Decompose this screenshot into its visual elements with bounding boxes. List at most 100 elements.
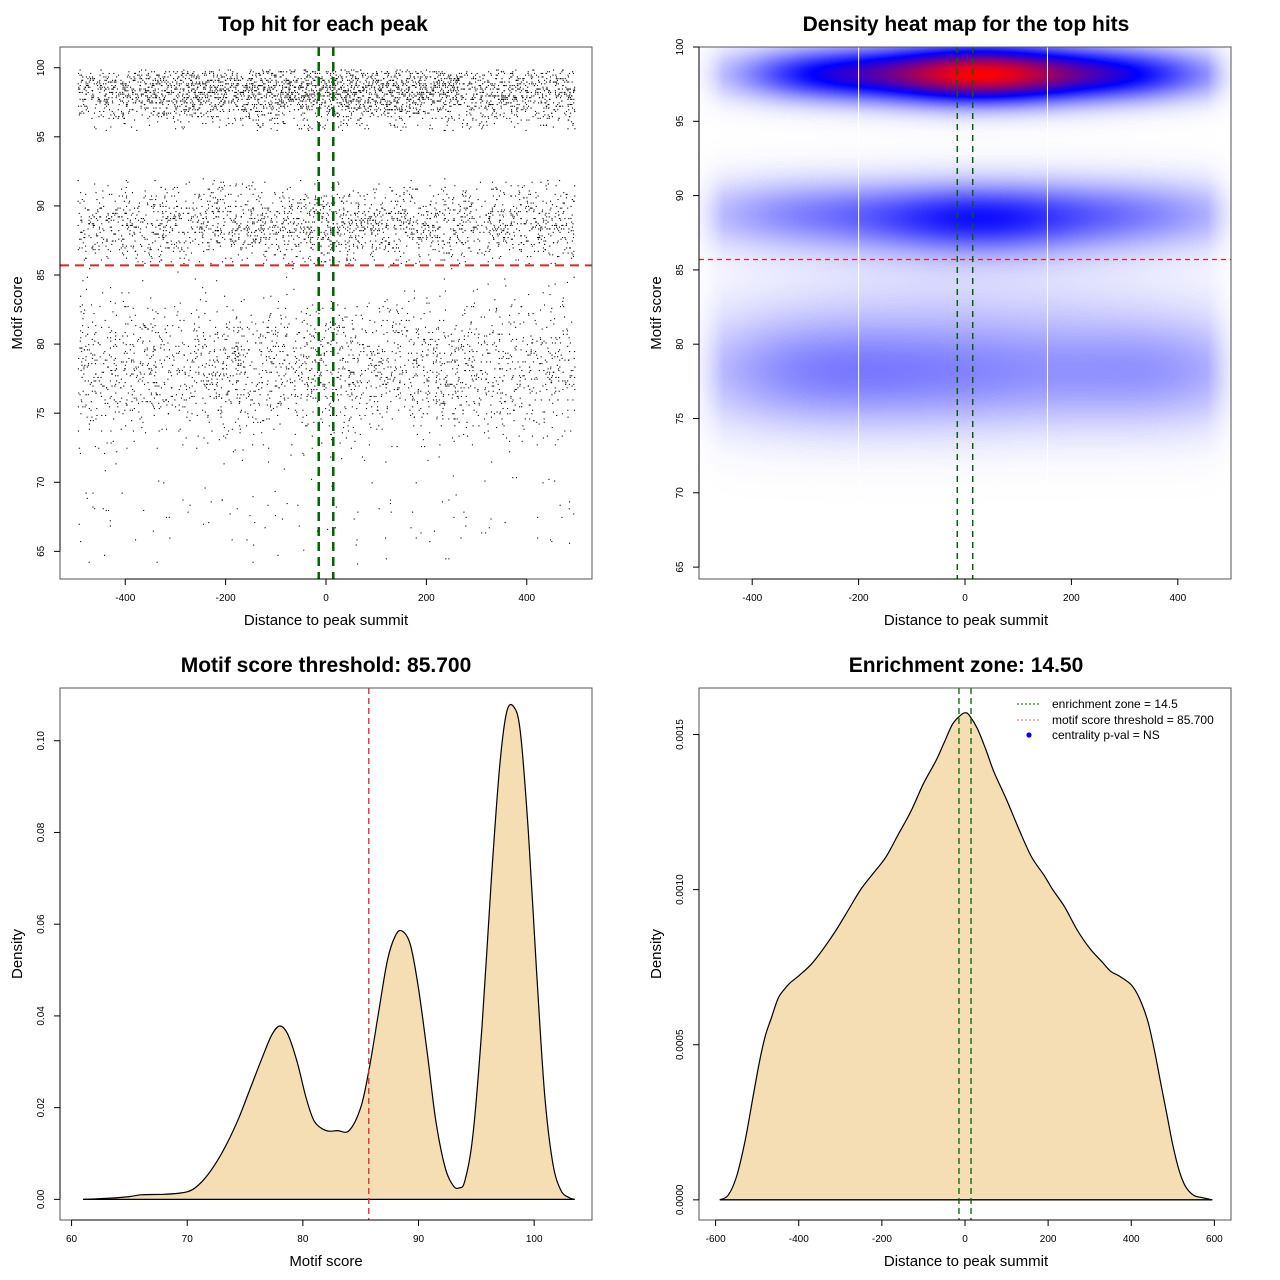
scatter-point — [292, 199, 294, 201]
scatter-point — [151, 100, 153, 102]
scatter-point — [155, 199, 157, 201]
scatter-point — [560, 219, 562, 221]
scatter-point — [202, 83, 204, 85]
scatter-point — [510, 102, 512, 104]
scatter-point — [234, 95, 236, 97]
scatter-point — [182, 128, 184, 130]
scatter-point — [322, 88, 324, 90]
scatter-point — [264, 86, 266, 88]
scatter-point — [308, 221, 310, 223]
scatter-point — [307, 107, 309, 109]
scatter-point — [113, 112, 115, 114]
scatter-point — [301, 95, 303, 97]
scatter-point — [288, 79, 290, 81]
scatter-point — [196, 86, 198, 88]
scatter-point — [99, 86, 101, 88]
scatter-point — [254, 85, 256, 87]
scatter-point — [263, 90, 265, 92]
scatter-point — [198, 197, 200, 199]
scatter-point — [386, 76, 388, 78]
scatter-point — [432, 226, 434, 228]
scatter-point — [97, 219, 99, 221]
scatter-point — [272, 230, 274, 232]
scatter-point — [192, 216, 194, 218]
scatter-point — [327, 119, 329, 121]
scatter-point — [426, 90, 428, 92]
scatter-point — [167, 91, 169, 93]
scatter-point — [133, 231, 135, 233]
scatter-point — [244, 90, 246, 92]
scatter-point — [346, 95, 348, 97]
scatter-point — [481, 121, 483, 123]
scatter-point — [156, 114, 158, 116]
scatter-point — [105, 245, 107, 247]
scatter-point — [198, 195, 200, 197]
scatter-point — [464, 261, 466, 263]
scatter-point — [505, 104, 507, 106]
scatter-point — [351, 81, 353, 83]
scatter-point — [132, 109, 134, 111]
scatter-point — [341, 200, 343, 202]
scatter-point — [522, 88, 524, 90]
scatter-point — [326, 86, 328, 88]
scatter-point — [547, 88, 549, 90]
scatter-point — [240, 93, 242, 95]
scatter-point — [443, 219, 445, 221]
scatter-point — [523, 83, 525, 85]
scatter-point — [542, 88, 544, 90]
scatter-point — [126, 86, 128, 88]
scatter-point — [562, 78, 564, 80]
scatter-point — [282, 88, 284, 90]
scatter-point — [246, 110, 248, 112]
scatter-point — [299, 100, 301, 102]
scatter-point — [284, 219, 286, 221]
scatter-point — [537, 233, 539, 235]
scatter-point — [234, 233, 236, 235]
scatter-point — [362, 76, 364, 78]
scatter-point — [364, 107, 366, 109]
scatter-point — [314, 76, 316, 78]
scatter-point — [558, 105, 560, 107]
scatter-point — [222, 98, 224, 100]
scatter-point — [355, 228, 357, 230]
scatter-point — [507, 95, 509, 97]
scatter-point — [433, 224, 435, 226]
scatter-point — [237, 109, 239, 111]
scatter-point — [528, 119, 530, 121]
scatter-point — [108, 72, 110, 74]
scatter-point — [97, 85, 99, 87]
scatter-point — [435, 237, 437, 239]
scatter-point — [420, 95, 422, 97]
scatter-point — [87, 86, 89, 88]
scatter-point — [292, 93, 294, 95]
scatter-point — [104, 95, 106, 97]
scatter-point — [218, 81, 220, 83]
scatter-point — [271, 74, 273, 76]
scatter-point — [546, 188, 548, 190]
scatter-point — [515, 195, 517, 197]
scatter-point — [438, 83, 440, 85]
scatter-point — [512, 95, 514, 97]
scatter-point — [407, 219, 409, 221]
scatter-point — [452, 90, 454, 92]
scatter-point — [320, 88, 322, 90]
scatter-point — [415, 95, 417, 97]
scatter-point — [300, 107, 302, 109]
scatter-point — [227, 83, 229, 85]
scatter-point — [172, 250, 174, 252]
scatter-point — [567, 104, 569, 106]
scatter-point — [394, 126, 396, 128]
scatter-point — [85, 250, 87, 252]
scatter-point — [359, 97, 361, 99]
scatter-point — [177, 76, 179, 78]
scatter-point — [94, 252, 96, 254]
scatter-point — [417, 76, 419, 78]
scatter-point — [274, 76, 276, 78]
scatter-point — [122, 243, 124, 245]
scatter-point — [412, 221, 414, 223]
scatter-point — [430, 200, 432, 202]
scatter-point — [495, 228, 497, 230]
scatter-point — [437, 100, 439, 102]
scatter-point — [556, 242, 558, 244]
scatter-point — [442, 199, 444, 201]
